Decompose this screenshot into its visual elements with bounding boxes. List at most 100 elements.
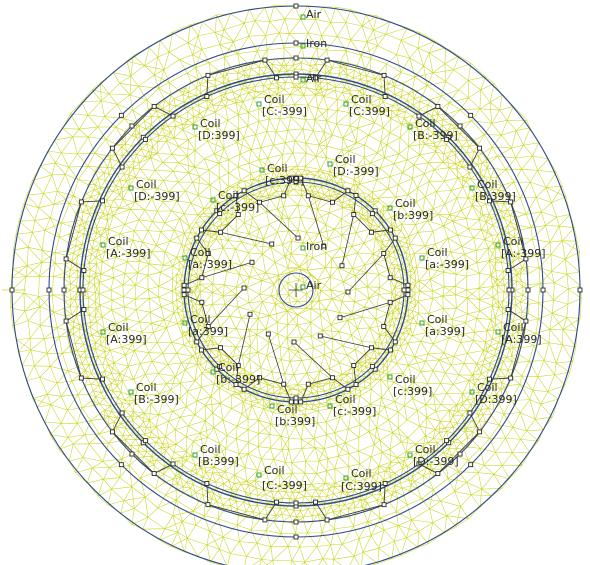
geometry-node[interactable]: [435, 471, 441, 477]
geometry-node[interactable]: [372, 208, 378, 214]
geometry-node[interactable]: [198, 347, 204, 353]
geometry-node[interactable]: [523, 256, 529, 262]
geometry-node[interactable]: [298, 175, 304, 181]
geometry-node[interactable]: [477, 145, 483, 151]
block-label-iron-outer[interactable]: Iron: [300, 37, 327, 50]
block-label-coil[interactable]: Coil [A:399]: [495, 321, 542, 346]
geometry-node[interactable]: [305, 193, 311, 199]
geometry-node[interactable]: [218, 229, 224, 235]
geometry-node[interactable]: [317, 333, 323, 339]
geometry-node[interactable]: [388, 227, 394, 233]
geometry-node[interactable]: [46, 287, 52, 293]
geometry-node[interactable]: [405, 287, 411, 293]
block-label-coil[interactable]: Coil [A:399]: [100, 321, 147, 346]
geometry-node[interactable]: [525, 287, 531, 293]
geometry-node[interactable]: [293, 395, 299, 401]
geometry-node[interactable]: [281, 193, 287, 199]
geometry-node[interactable]: [78, 199, 84, 205]
geometry-node[interactable]: [181, 287, 187, 293]
geometry-node[interactable]: [119, 164, 125, 170]
geometry-node[interactable]: [293, 55, 299, 61]
geometry-node[interactable]: [80, 287, 86, 293]
geometry-node[interactable]: [351, 212, 357, 218]
geometry-node[interactable]: [262, 517, 268, 523]
geometry-node[interactable]: [291, 339, 297, 345]
geometry-node[interactable]: [214, 366, 220, 372]
geometry-node[interactable]: [281, 381, 287, 387]
geometry-node[interactable]: [369, 211, 375, 217]
geometry-node[interactable]: [351, 362, 357, 368]
geometry-nodes[interactable]: [9, 3, 583, 565]
geometry-node[interactable]: [204, 94, 210, 100]
geometry-node[interactable]: [468, 112, 474, 118]
block-label-rotor-coil[interactable]: Coil [c:399]: [387, 373, 432, 398]
block-label-coil[interactable]: Coil [D:399]: [469, 381, 517, 406]
geometry-node[interactable]: [269, 241, 275, 247]
geometry-node[interactable]: [405, 292, 411, 298]
geometry-node[interactable]: [181, 282, 187, 288]
geometry-node[interactable]: [194, 339, 200, 345]
geometry-node[interactable]: [467, 164, 473, 170]
geometry-node[interactable]: [444, 438, 450, 444]
geometry-node[interactable]: [337, 315, 343, 321]
block-label-coil[interactable]: Coil [C:399]: [341, 467, 382, 493]
geometry-node[interactable]: [142, 136, 148, 142]
geometry-node[interactable]: [151, 103, 157, 109]
geometry-node[interactable]: [218, 345, 224, 351]
geometry-node[interactable]: [345, 289, 351, 295]
geometry-node[interactable]: [368, 345, 374, 351]
geometry-node[interactable]: [100, 376, 106, 382]
geometry-node[interactable]: [257, 375, 262, 381]
geometry-node[interactable]: [368, 229, 374, 235]
geometry-node[interactable]: [324, 57, 330, 63]
geometry-node[interactable]: [249, 259, 255, 265]
geometry-node[interactable]: [293, 74, 299, 80]
geometry-node[interactable]: [78, 375, 84, 381]
block-label-rotor-coil[interactable]: Coil [b:399]: [387, 197, 433, 222]
geometry-node[interactable]: [508, 199, 514, 205]
geometry-node[interactable]: [9, 287, 15, 293]
geometry-node[interactable]: [381, 251, 387, 256]
block-label-rotor-coil[interactable]: Coil [a:399]: [419, 313, 465, 338]
block-label-air-outer[interactable]: Air: [300, 8, 322, 21]
block-label-coil[interactable]: Coil [D:399]: [192, 117, 240, 142]
geometry-node[interactable]: [118, 462, 124, 468]
geometry-node[interactable]: [119, 410, 125, 416]
geometry-node[interactable]: [345, 188, 351, 194]
geometry-node[interactable]: [523, 318, 529, 324]
block-label-coil[interactable]: Coil [B:-399]: [128, 381, 179, 406]
geometry-node[interactable]: [274, 499, 279, 505]
block-label-coil[interactable]: Coil [A:-399]: [100, 235, 151, 260]
geometry-node[interactable]: [288, 175, 294, 181]
block-label-coil[interactable]: Coil [C:399]: [343, 93, 390, 118]
geometry-node[interactable]: [324, 517, 330, 523]
geometry-node[interactable]: [298, 399, 304, 405]
geometry-node[interactable]: [63, 318, 69, 324]
block-label-coil[interactable]: Coil [A:-399]: [495, 235, 546, 260]
block-label-coil[interactable]: Coil [C:-399]: [256, 93, 307, 118]
geometry-node[interactable]: [345, 386, 351, 392]
block-label-air-gap[interactable]: Air: [300, 72, 322, 85]
geometry-node[interactable]: [293, 500, 299, 506]
geometry-node[interactable]: [353, 192, 359, 198]
geometry-node[interactable]: [381, 72, 387, 78]
geometry-node[interactable]: [577, 287, 583, 293]
geometry-node[interactable]: [274, 75, 279, 81]
geometry-node[interactable]: [382, 480, 388, 486]
geometry-node[interactable]: [81, 307, 87, 312]
geometry-node[interactable]: [388, 347, 394, 353]
geometry-node[interactable]: [505, 268, 511, 273]
block-label-rotor-coil[interactable]: Coil [b:399]: [269, 403, 315, 428]
block-label-coil[interactable]: Coil [C:-399]: [256, 464, 307, 492]
geometry-node[interactable]: [181, 292, 187, 298]
geometry-node[interactable]: [405, 282, 411, 288]
block-label-rotor-coil[interactable]: Coil [c:-399]: [210, 189, 259, 214]
geometry-node[interactable]: [214, 208, 220, 214]
geometry-node[interactable]: [321, 243, 327, 249]
geometry-node[interactable]: [235, 362, 241, 368]
geometry-node[interactable]: [339, 263, 345, 269]
geometry-node[interactable]: [233, 382, 239, 388]
geometry-node[interactable]: [382, 94, 388, 100]
